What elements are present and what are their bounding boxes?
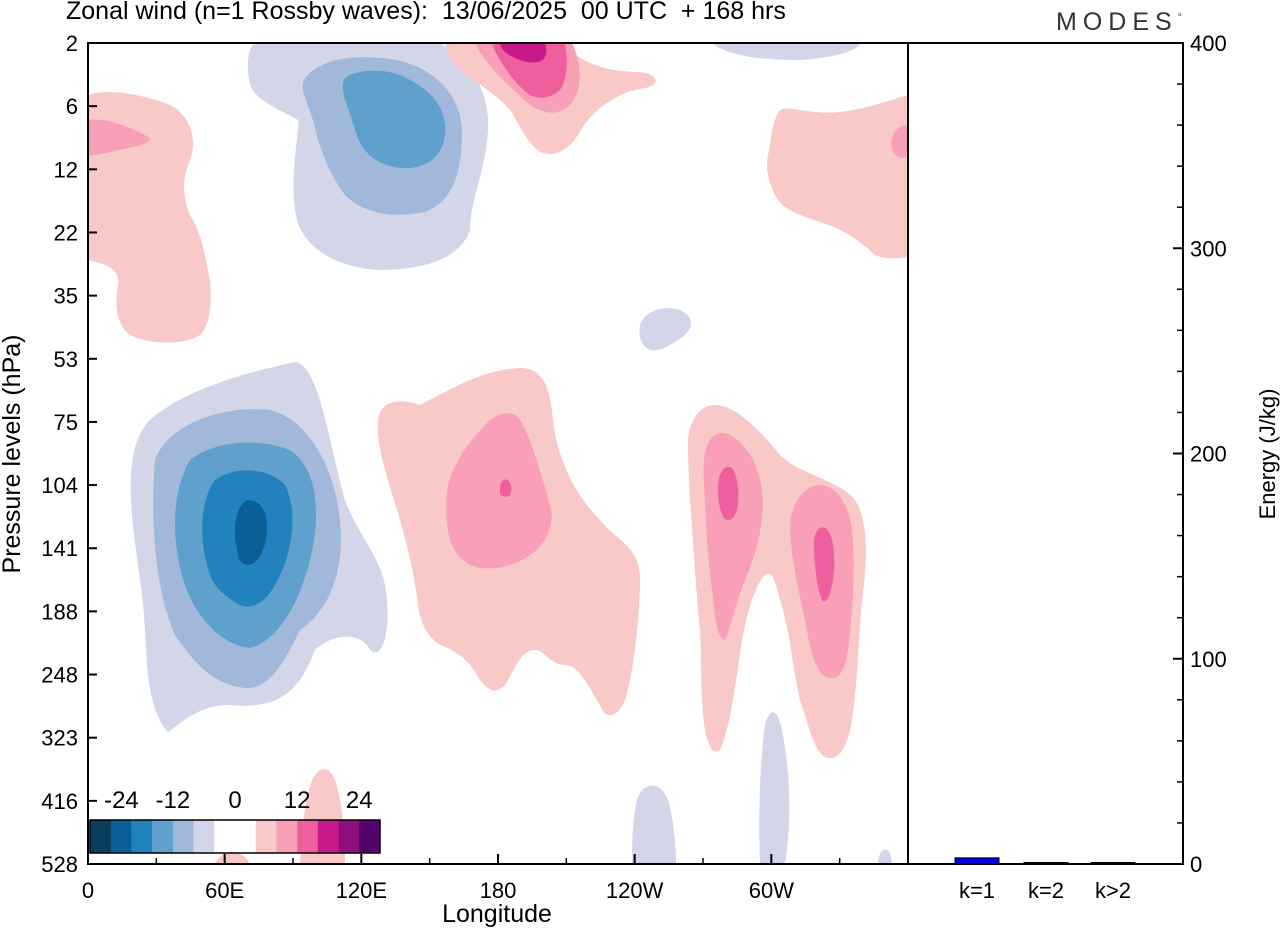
y-tick-label: 6 [66, 94, 78, 119]
colorbar-swatch [193, 820, 215, 853]
x-axis-label: Longitude [442, 900, 552, 928]
brand-logo: MODES° [1056, 8, 1182, 37]
energy-bars: k=1 k=2 k>2 [954, 857, 1136, 903]
y-tick-label: 53 [54, 347, 78, 372]
y-tick-label: 22 [54, 220, 78, 245]
negative-contour-lower-5 [235, 500, 268, 566]
energy-tick-label: 300 [1190, 236, 1227, 261]
energy-tick-label: 100 [1190, 647, 1227, 672]
negative-contour-upper-3 [342, 70, 446, 169]
colorbar-swatch [359, 820, 381, 853]
colorbar-swatch [152, 820, 174, 853]
colorbar-swatch [110, 820, 132, 853]
colorbar-label: 12 [284, 787, 311, 814]
colorbar-swatch [131, 820, 153, 853]
energy-bar [1023, 862, 1069, 865]
colorbar-label: -12 [156, 787, 191, 814]
y-tick-label: 528 [41, 852, 78, 877]
energy-category-label: k=2 [1028, 878, 1064, 903]
chart-title: Zonal wind (n=1 Rossby waves): 13/06/202… [66, 0, 786, 25]
x-tick-label: 60W [749, 878, 794, 903]
colorbar-swatch [255, 820, 277, 853]
colorbar-swatch [235, 820, 257, 853]
negative-contour-top [712, 43, 860, 60]
energy-tick-label: 400 [1190, 31, 1227, 56]
positive-contour-centre-3 [500, 479, 512, 497]
positive-contour-top-4 [500, 43, 547, 63]
y-tick-label: 416 [41, 789, 78, 814]
positive-contour-top-3 [492, 43, 567, 98]
y-tick-label: 141 [41, 536, 78, 561]
brand-name: MODES [1056, 8, 1178, 36]
colorbar-swatch [317, 820, 339, 853]
energy-axis: 0 100 200 300 400 [1173, 31, 1227, 877]
x-tick-label: 0 [82, 878, 94, 903]
y-tick-label: 2 [66, 31, 78, 56]
energy-axis-label: Energy (J/kg) [1255, 389, 1280, 520]
y-axis-label: Pressure levels (hPa) [0, 335, 26, 574]
energy-tick-label: 200 [1190, 442, 1227, 467]
colorbar-swatch [276, 820, 298, 853]
pressure-axis: 2 6 12 22 35 53 75 104 141 188 248 323 416 528 [41, 31, 97, 877]
contour-field [88, 43, 908, 864]
energy-plot-frame [907, 42, 1184, 865]
colorbar-swatch [214, 820, 236, 853]
colorbar-swatch [297, 820, 319, 853]
colorbar-label: 0 [228, 787, 241, 814]
y-tick-label: 35 [54, 284, 78, 309]
y-tick-label: 323 [41, 726, 78, 751]
y-tick-label: 75 [54, 410, 78, 435]
negative-contour-small-1 [639, 308, 692, 351]
brand-mark: ° [1177, 12, 1182, 24]
positive-contour-left-1 [88, 92, 211, 343]
longitude-axis: 0 60E 120E 180 120W 60W [82, 854, 841, 903]
negative-contour-small-2 [632, 785, 676, 864]
y-tick-label: 188 [41, 599, 78, 624]
x-tick-label: 120E [336, 878, 387, 903]
energy-bar [1090, 862, 1136, 865]
energy-bar [954, 857, 1000, 865]
negative-contour-small-3 [759, 712, 790, 864]
x-tick-label: 60E [205, 878, 244, 903]
positive-contour-surface-2 [215, 852, 250, 864]
positive-contour-pair-5 [813, 527, 835, 602]
colorbar-swatch [172, 820, 194, 853]
y-tick-label: 104 [41, 473, 78, 498]
positive-contour-centre-2 [446, 413, 552, 569]
positive-contour-right-1 [767, 95, 908, 259]
positive-contour-pair-4 [718, 466, 739, 520]
y-tick-label: 12 [54, 157, 78, 182]
energy-category-label: k>2 [1095, 878, 1131, 903]
y-tick-label: 248 [41, 663, 78, 688]
colorbar-swatch [90, 820, 112, 853]
negative-contour-small-4 [878, 849, 892, 864]
colorbar-swatch [338, 820, 360, 853]
colorbar-frame [89, 819, 381, 854]
positive-contour-right-2 [891, 125, 908, 158]
colorbar-label: -24 [104, 787, 139, 814]
colorbar-label: 24 [346, 787, 373, 814]
energy-tick-label: 0 [1190, 852, 1202, 877]
x-tick-label: 120W [606, 878, 664, 903]
energy-category-label: k=1 [959, 878, 995, 903]
x-tick-label: 180 [480, 878, 517, 903]
colorbar: -24 -12 0 12 24 [89, 787, 381, 854]
positive-contour-left-2 [88, 119, 150, 156]
